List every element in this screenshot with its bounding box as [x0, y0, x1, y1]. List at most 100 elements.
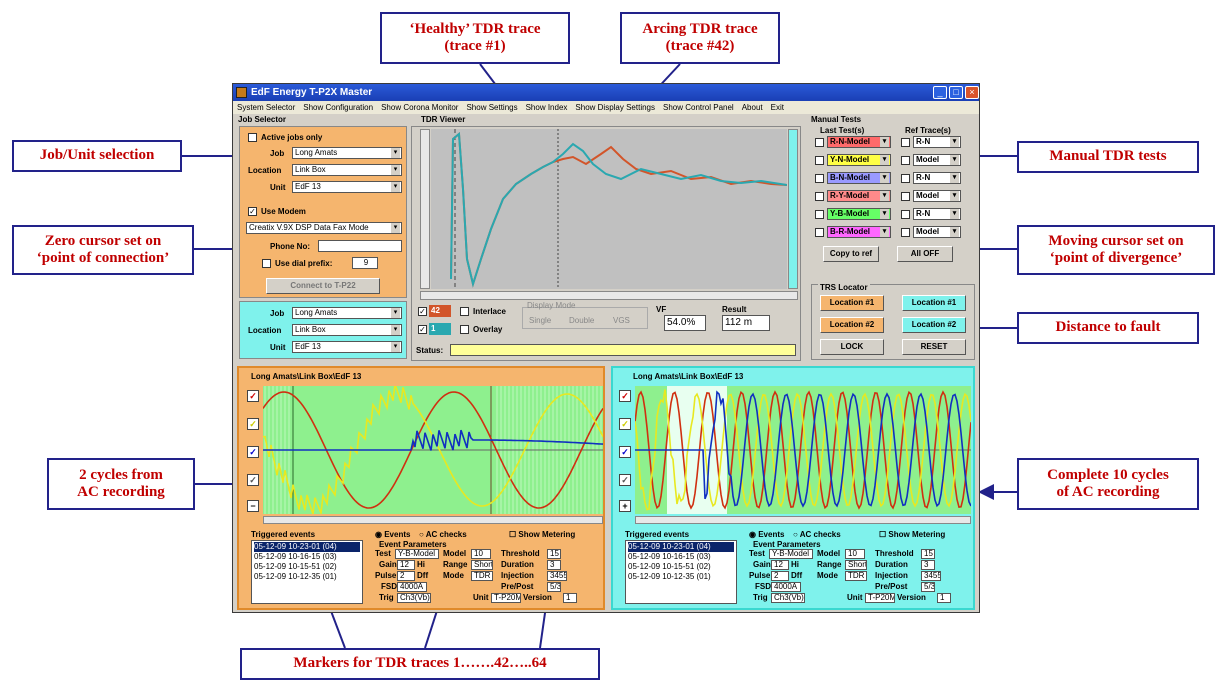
left-zoom-out-button[interactable]: − [247, 500, 259, 512]
manual-test-checkbox[interactable] [815, 138, 824, 147]
location1-button-b[interactable]: Location #1 [902, 295, 966, 311]
event-item[interactable]: 05-12-09 10-15-51 (02) [254, 562, 337, 571]
trace-a-checkbox[interactable]: ✓ [418, 307, 427, 316]
menu-system-selector[interactable]: System Selector [237, 103, 296, 112]
active-jobs-checkbox[interactable] [248, 133, 257, 142]
manual-test-checkbox[interactable] [815, 210, 824, 219]
mode-vgs[interactable]: VGS [613, 316, 630, 325]
copy-to-ref-button[interactable]: Copy to ref [823, 246, 879, 262]
right-horizontal-scrollbar[interactable] [635, 516, 971, 524]
location-select-2[interactable]: Link Box [292, 324, 402, 336]
right-gray-channel-toggle[interactable]: ✓ [619, 474, 631, 486]
manual-test-checkbox[interactable] [815, 192, 824, 201]
manual-test-select[interactable]: B-R-Model [827, 226, 891, 238]
right-zoom-in-button[interactable]: + [619, 500, 631, 512]
right-blue-channel-toggle[interactable]: ✓ [619, 446, 631, 458]
all-off-button[interactable]: All OFF [897, 246, 953, 262]
ref-trace-select[interactable]: Model [913, 190, 961, 202]
dial-prefix-input[interactable]: 9 [352, 257, 378, 269]
ref-trace-checkbox[interactable] [901, 228, 910, 237]
manual-test-checkbox[interactable] [815, 228, 824, 237]
left-ac-checks-radio[interactable]: ○ AC checks [419, 530, 467, 539]
ref-trace-select[interactable]: R-N [913, 172, 961, 184]
menu-show-corona-monitor[interactable]: Show Corona Monitor [381, 103, 459, 112]
left-blue-channel-toggle[interactable]: ✓ [247, 446, 259, 458]
ref-trace-select[interactable]: R-N [913, 136, 961, 148]
ref-trace-select[interactable]: Model [913, 154, 961, 166]
dial-prefix-checkbox[interactable] [262, 259, 271, 268]
tdr-viewer-title: TDR Viewer [421, 115, 466, 124]
right-red-channel-toggle[interactable]: ✓ [619, 390, 631, 402]
menu-show-settings[interactable]: Show Settings [466, 103, 518, 112]
modem-select[interactable]: Creatix V.9X DSP Data Fax Mode [246, 222, 402, 234]
menu-show-index[interactable]: Show Index [525, 103, 568, 112]
right-show-metering[interactable]: ☐ Show Metering [879, 530, 946, 539]
job-select-2[interactable]: Long Amats [292, 307, 402, 319]
ref-trace-checkbox[interactable] [901, 192, 910, 201]
mode-single[interactable]: Single [529, 316, 552, 325]
trace-b-checkbox[interactable]: ✓ [418, 325, 427, 334]
event-item[interactable]: 05-12-09 10-12-35 (01) [254, 572, 337, 581]
left-show-metering[interactable]: ☐ Show Metering [509, 530, 576, 539]
right-yellow-channel-toggle[interactable]: ✓ [619, 418, 631, 430]
tdr-horizontal-scrollbar[interactable] [420, 291, 798, 300]
left-yellow-channel-toggle[interactable]: ✓ [247, 418, 259, 430]
left-horizontal-scrollbar[interactable] [263, 516, 603, 524]
vf-input[interactable]: 54.0% [664, 315, 706, 331]
manual-test-select[interactable]: Y-B-Model [827, 208, 891, 220]
manual-test-select[interactable]: B-N-Model [827, 172, 891, 184]
location2-button-a[interactable]: Location #2 [820, 317, 884, 333]
close-icon[interactable]: × [965, 86, 979, 99]
ref-trace-select[interactable]: Model [913, 226, 961, 238]
tdr-left-scrollbar[interactable] [420, 129, 430, 289]
interlace-checkbox[interactable] [460, 307, 469, 316]
minimize-icon[interactable]: _ [933, 86, 947, 99]
left-gray-channel-toggle[interactable]: ✓ [247, 474, 259, 486]
left-events-list[interactable]: 05-12-09 10-23-01 (04) 05-12-09 10-16-15… [251, 540, 363, 604]
location-select[interactable]: Link Box [292, 164, 402, 176]
job-select[interactable]: Long Amats [292, 147, 402, 159]
unit-select[interactable]: EdF 13 [292, 181, 402, 193]
maximize-icon[interactable]: □ [949, 86, 963, 99]
menu-show-display-settings[interactable]: Show Display Settings [575, 103, 655, 112]
tdr-right-scrollbar[interactable] [788, 129, 798, 289]
use-modem-checkbox[interactable]: ✓ [248, 207, 257, 216]
menu-exit[interactable]: Exit [770, 103, 784, 112]
right-ac-checks-radio[interactable]: ○ AC checks [793, 530, 841, 539]
menu-show-configuration[interactable]: Show Configuration [303, 103, 374, 112]
location1-button-a[interactable]: Location #1 [820, 295, 884, 311]
event-item[interactable]: 05-12-09 10-23-01 (04) [628, 542, 734, 552]
manual-test-select[interactable]: Y-N-Model [827, 154, 891, 166]
param-label: FSD [381, 582, 397, 591]
location2-button-b[interactable]: Location #2 [902, 317, 966, 333]
menu-show-control-panel[interactable]: Show Control Panel [663, 103, 734, 112]
mode-double[interactable]: Double [569, 316, 595, 325]
ref-trace-checkbox[interactable] [901, 210, 910, 219]
event-item[interactable]: 05-12-09 10-12-35 (01) [628, 572, 711, 581]
menu-about[interactable]: About [741, 103, 763, 112]
event-item[interactable]: 05-12-09 10-16-15 (03) [628, 552, 711, 561]
manual-test-select[interactable]: R-Y-Model [827, 190, 891, 202]
connect-button[interactable]: Connect to T-P22 [266, 278, 380, 294]
right-events-list[interactable]: 05-12-09 10-23-01 (04) 05-12-09 10-16-15… [625, 540, 737, 604]
lock-button[interactable]: LOCK [820, 339, 884, 355]
manual-test-checkbox[interactable] [815, 156, 824, 165]
overlay-checkbox[interactable] [460, 325, 469, 334]
param-label: Unit [847, 593, 863, 602]
event-item[interactable]: 05-12-09 10-16-15 (03) [254, 552, 337, 561]
event-item[interactable]: 05-12-09 10-15-51 (02) [628, 562, 711, 571]
manual-test-checkbox[interactable] [815, 174, 824, 183]
ref-trace-checkbox[interactable] [901, 156, 910, 165]
event-item[interactable]: 05-12-09 10-23-01 (04) [254, 542, 360, 552]
right-events-radio[interactable]: ◉ Events [749, 530, 785, 539]
manual-test-select[interactable]: R-N-Model [827, 136, 891, 148]
ref-trace-checkbox[interactable] [901, 138, 910, 147]
ref-trace-checkbox[interactable] [901, 174, 910, 183]
unit-select-2[interactable]: EdF 13 [292, 341, 402, 353]
left-events-radio[interactable]: ◉ Events [375, 530, 411, 539]
phone-input[interactable] [318, 240, 402, 252]
callout-distance: Distance to fault [1017, 312, 1199, 344]
ref-trace-select[interactable]: R-N [913, 208, 961, 220]
left-red-channel-toggle[interactable]: ✓ [247, 390, 259, 402]
reset-button[interactable]: RESET [902, 339, 966, 355]
